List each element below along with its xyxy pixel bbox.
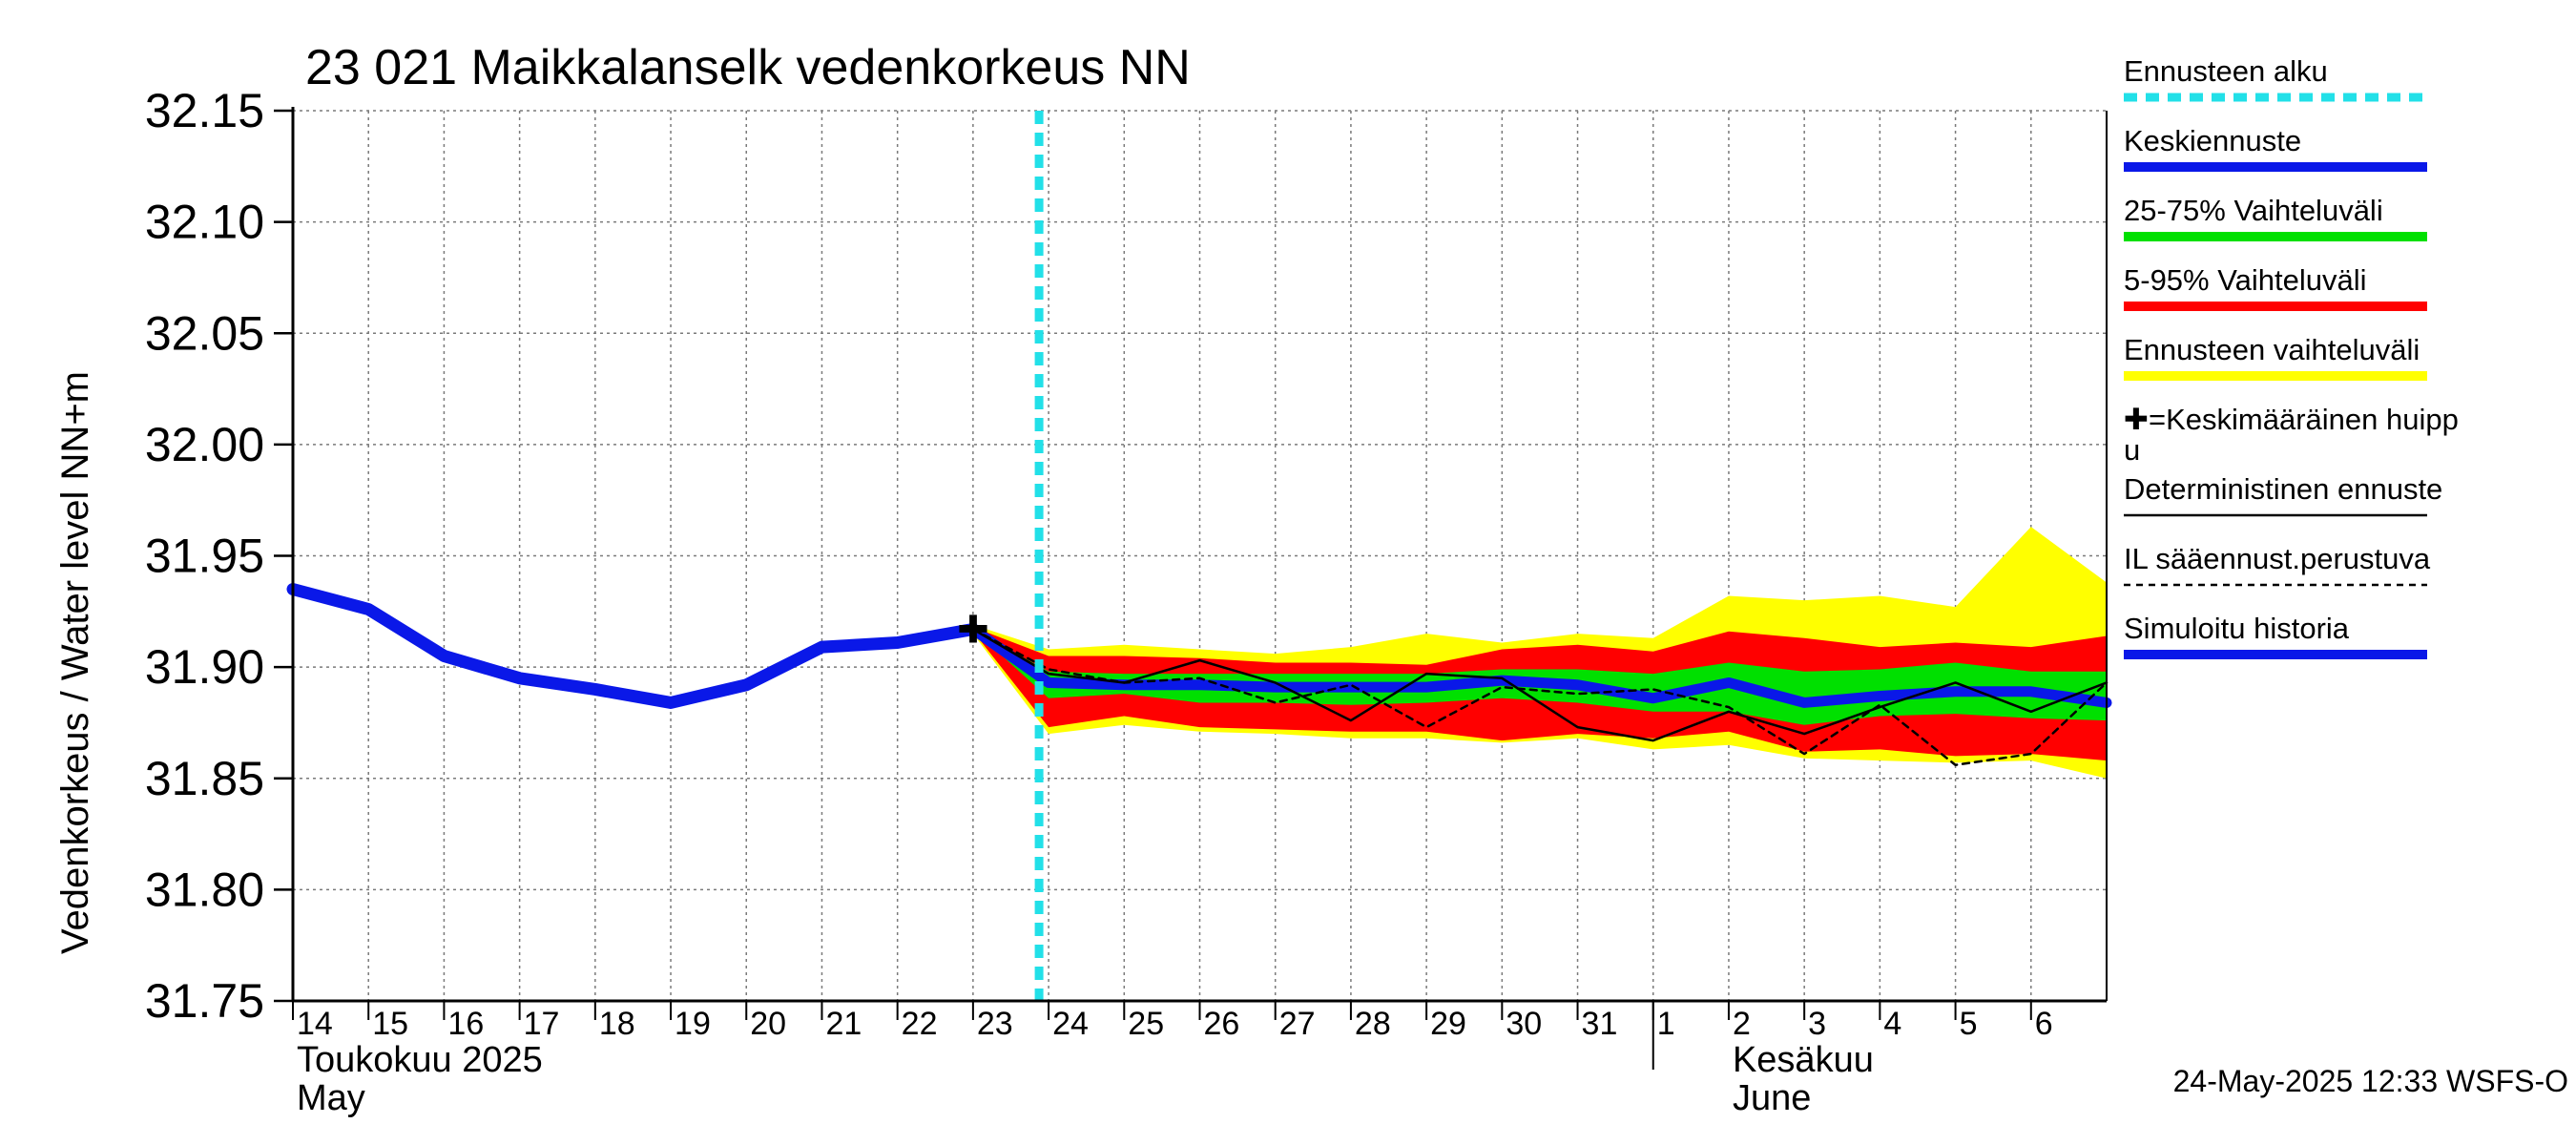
y-tick-label: 31.80 — [145, 863, 264, 916]
series-lines — [286, 582, 2112, 767]
y-tick-label: 31.75 — [145, 974, 264, 1028]
x-tick-label: 15 — [372, 1006, 408, 1042]
legend-label: Ennusteen alku — [2124, 54, 2328, 88]
series-simulated-history — [286, 582, 980, 709]
x-tick-label: 24 — [1052, 1006, 1089, 1042]
x-tick-label: 21 — [825, 1006, 862, 1042]
x-tick-label: 6 — [2035, 1006, 2053, 1042]
x-tick-label: 18 — [599, 1006, 635, 1042]
x-tick-label: 17 — [524, 1006, 560, 1042]
month-label-english: June — [1733, 1078, 1811, 1118]
legend-label: Keskiennuste — [2124, 124, 2301, 157]
chart-title: 23 021 Maikkalanselk vedenkorkeus NN — [305, 40, 1191, 95]
x-tick-label: 4 — [1883, 1006, 1901, 1042]
month-label-english: May — [297, 1078, 365, 1118]
legend-label-continued: u — [2124, 433, 2140, 467]
x-tick-label: 22 — [902, 1006, 938, 1042]
legend: Ennusteen alku Keskiennuste 25-75% Vaihtel… — [2124, 54, 2459, 659]
legend-label: IL sääennust.perustuva — [2124, 542, 2431, 575]
month-label: Kesäkuu — [1733, 1040, 1874, 1080]
y-tick-label: 32.00 — [145, 418, 264, 471]
y-tick-label: 31.95 — [145, 530, 264, 583]
x-tick-label: 30 — [1506, 1006, 1542, 1042]
y-tick-labels: 31.75 31.80 31.85 31.90 31.95 32.00 32.05 32.10… — [145, 84, 264, 1028]
axes — [274, 107, 2108, 1070]
x-tick-label: 5 — [1960, 1006, 1978, 1042]
legend-label: Ennusteen vaihteluväli — [2124, 333, 2420, 366]
timestamp: 24-May-2025 12:33 WSFS-O — [2173, 1064, 2568, 1098]
x-tick-label: 27 — [1279, 1006, 1316, 1042]
legend-label: Deterministinen ennuste — [2124, 472, 2442, 506]
y-tick-label: 32.10 — [145, 196, 264, 249]
series-il-weather — [971, 628, 2109, 767]
x-tick-labels: 14 15 16 17 18 19 20 21 22 23 24 25 26 27 28 29 30 31 1 2 3 4… — [297, 1006, 2053, 1042]
markers: ✚ — [957, 111, 1044, 1001]
grid-lines — [292, 110, 2107, 1002]
x-tick-label: 14 — [297, 1006, 333, 1042]
y-tick-label: 32.15 — [145, 84, 264, 137]
x-tick-label: 23 — [977, 1006, 1013, 1042]
x-tick-label: 29 — [1430, 1006, 1466, 1042]
month-label: Toukokuu 2025 — [297, 1040, 543, 1080]
y-axis-label: Vedenkorkeus / Water level NN+m — [54, 371, 96, 954]
legend-label: 5-95% Vaihteluväli — [2124, 263, 2366, 297]
x-tick-label: 19 — [675, 1006, 711, 1042]
legend-label: 25-75% Vaihteluväli — [2124, 194, 2383, 227]
x-tick-label: 20 — [750, 1006, 786, 1042]
y-tick-label: 31.90 — [145, 640, 264, 694]
x-tick-label: 26 — [1204, 1006, 1240, 1042]
x-tick-label: 1 — [1657, 1006, 1675, 1042]
legend-label: Simuloitu historia — [2124, 612, 2350, 645]
x-tick-label: 2 — [1733, 1006, 1751, 1042]
x-tick-label: 3 — [1808, 1006, 1826, 1042]
x-tick-label: 25 — [1128, 1006, 1164, 1042]
x-tick-label: 28 — [1355, 1006, 1391, 1042]
legend-label: ✚=Keskimääräinen huipp — [2124, 403, 2459, 436]
y-tick-label: 32.05 — [145, 306, 264, 360]
x-tick-label: 31 — [1582, 1006, 1618, 1042]
x-tick-label: 16 — [447, 1006, 484, 1042]
series-deterministic — [971, 628, 2109, 742]
mean-peak-marker: ✚ — [957, 609, 989, 651]
y-tick-label: 31.85 — [145, 752, 264, 805]
